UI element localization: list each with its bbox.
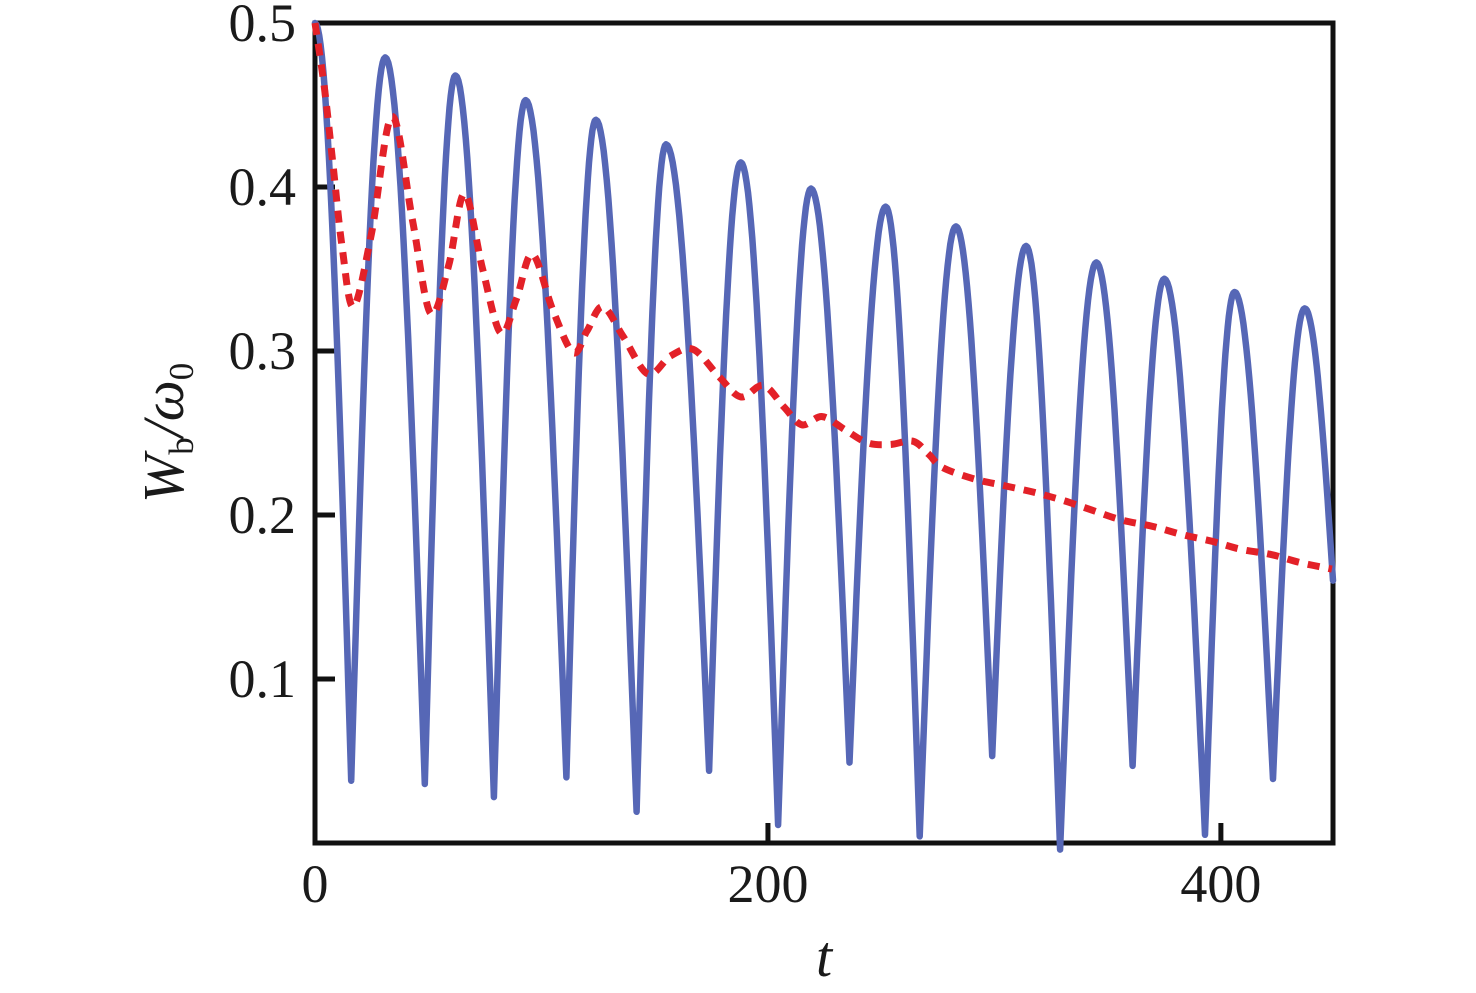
y-tick-label: 0.4 [229,157,297,217]
y-axis-label-part: 0 [161,362,201,381]
x-axis-label: t [815,924,833,989]
y-axis-label-part: ω [131,380,196,422]
y-tick-label: 0.5 [229,0,297,53]
series-red-dashed-path [311,22,1333,573]
y-tick-label: 0.3 [229,321,297,381]
x-tick-label: 0 [302,854,329,914]
x-tick-label: 400 [1180,854,1261,914]
series-blue-solid-path [311,19,1337,853]
axes-box [312,20,1336,846]
y-axis-label-part: W [131,454,196,504]
y-axis-label: Wb/ω0 [131,363,201,503]
y-tick-label: 0.1 [229,649,297,709]
y-axis-label-part: / [131,421,196,438]
y-axis-label-part: b [161,437,201,455]
x-tick-label: 200 [727,854,808,914]
y-tick-label: 0.2 [229,485,297,545]
